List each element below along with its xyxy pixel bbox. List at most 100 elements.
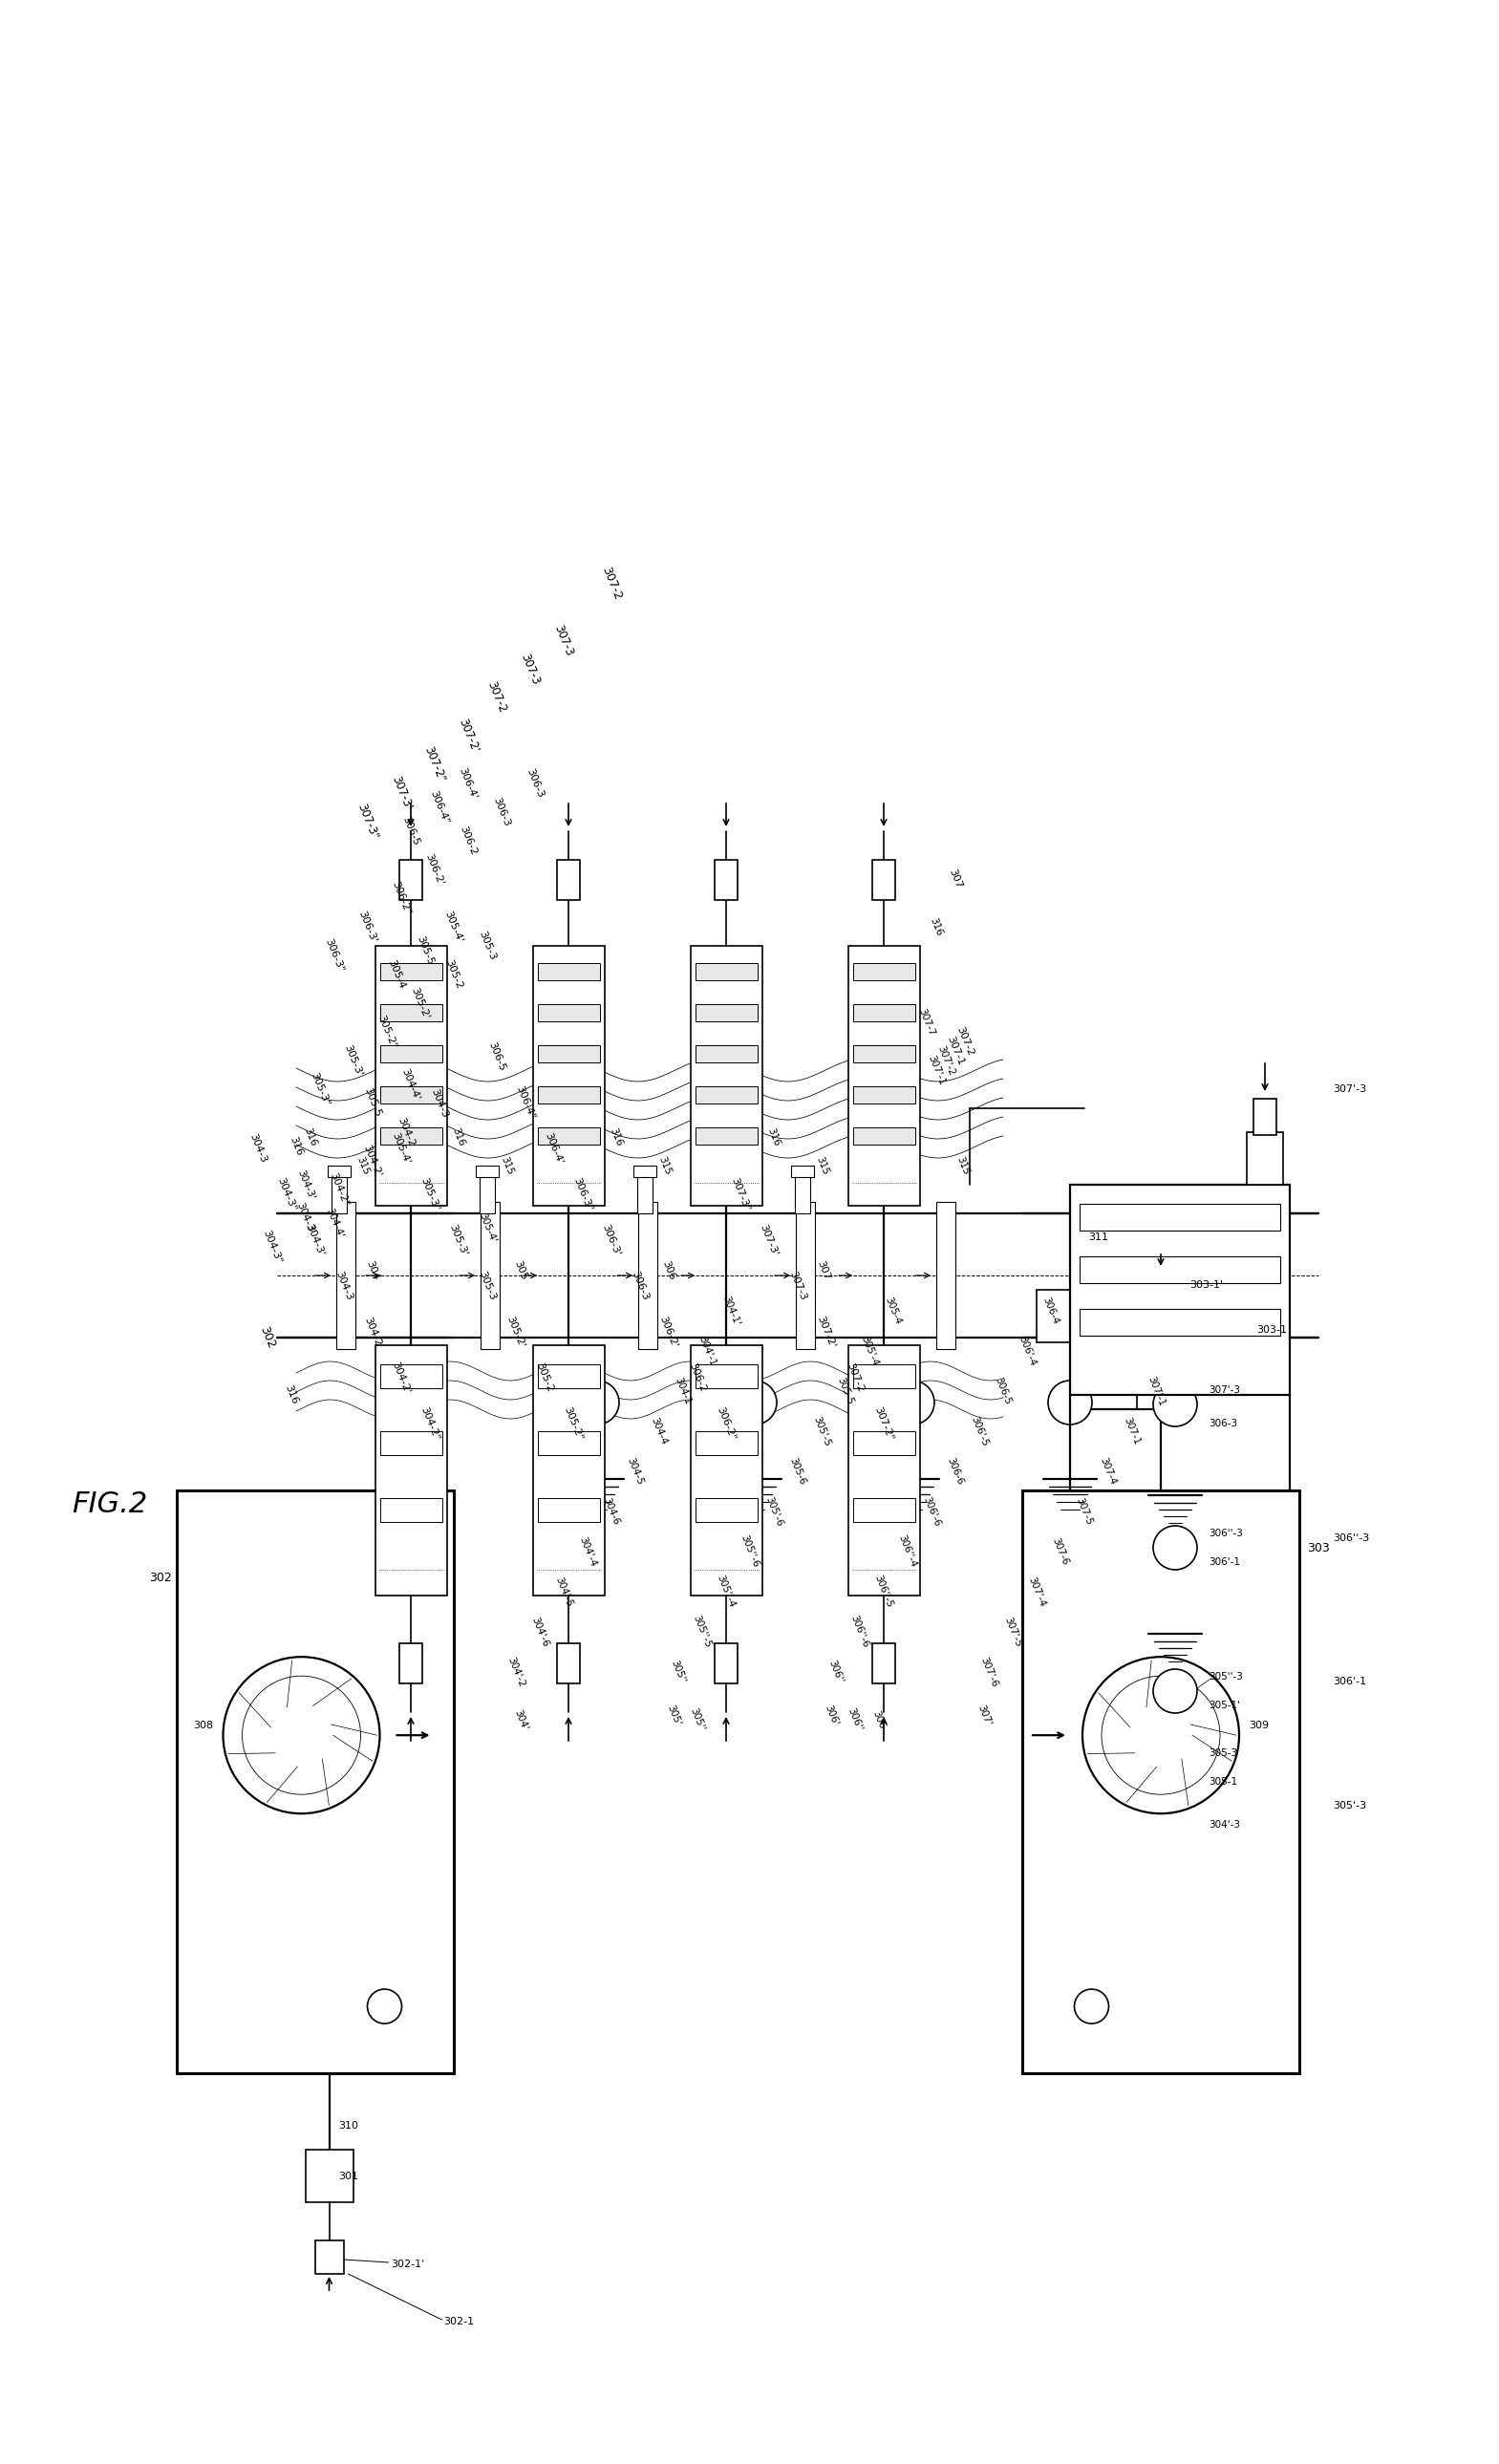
Text: 305-4': 305-4' [444, 909, 465, 944]
Text: 306-3: 306-3 [630, 1269, 651, 1301]
Text: 307'-3: 307'-3 [1333, 1084, 1367, 1094]
Text: 309: 309 [1249, 1720, 1268, 1730]
Text: 305-3": 305-3" [418, 1175, 441, 1212]
Bar [1136, 1358, 1184, 1409]
Text: 307-2": 307-2" [872, 1404, 895, 1441]
Bar [872, 1643, 895, 1683]
Bar [634, 1165, 657, 1178]
Text: 305-4': 305-4' [477, 1212, 498, 1244]
Text: 304-2: 304-2 [396, 1116, 417, 1148]
Text: 304'-1: 304'-1 [697, 1335, 718, 1368]
Text: 316: 316 [283, 1385, 300, 1407]
Text: 307': 307' [976, 1703, 992, 1727]
Text: 306-2': 306-2' [658, 1313, 679, 1350]
Text: 307-3: 307-3 [519, 650, 543, 685]
Text: 307-2": 307-2" [421, 744, 448, 784]
Text: 304-4': 304-4' [324, 1207, 345, 1239]
Circle shape [367, 1988, 402, 2023]
Circle shape [1153, 1525, 1198, 1570]
Text: 306-5: 306-5 [400, 816, 421, 848]
Text: 305-3': 305-3' [343, 1042, 364, 1077]
Bar [696, 1498, 757, 1523]
Bar [538, 1045, 600, 1062]
Text: 307-3": 307-3" [355, 801, 381, 840]
Bar [538, 1087, 600, 1104]
Bar [796, 1202, 815, 1348]
Text: 304-2': 304-2' [391, 1360, 412, 1395]
Text: 305-3: 305-3 [477, 1269, 498, 1301]
Text: 307-2: 307-2 [600, 564, 624, 601]
Text: 306'': 306'' [845, 1708, 863, 1732]
Text: 304'-4: 304'-4 [577, 1535, 598, 1567]
Bar [848, 1345, 919, 1597]
Bar [853, 1432, 914, 1456]
Circle shape [733, 1380, 776, 1424]
Text: 304-3": 304-3" [276, 1175, 298, 1212]
Text: 306-3': 306-3' [601, 1222, 622, 1257]
Bar [177, 1491, 454, 2072]
Text: 316: 316 [766, 1126, 782, 1148]
Text: 306'-1: 306'-1 [1333, 1676, 1366, 1685]
Text: 306'-4: 306'-4 [1016, 1335, 1037, 1368]
Text: 304'-3: 304'-3 [1208, 1821, 1240, 1831]
Text: 305-4: 305-4 [387, 958, 406, 991]
Circle shape [1153, 1382, 1198, 1427]
Text: 305'': 305'' [688, 1708, 706, 1732]
Text: 302: 302 [150, 1572, 172, 1584]
Bar [379, 1045, 442, 1062]
Bar [696, 963, 757, 981]
Text: 306: 306 [661, 1259, 678, 1281]
Bar [379, 1498, 442, 1523]
Text: 306-3: 306-3 [1208, 1419, 1237, 1429]
Bar [1079, 1205, 1280, 1230]
Text: 306-2": 306-2" [715, 1404, 738, 1441]
Bar [1253, 1099, 1276, 1136]
Bar [532, 1345, 604, 1597]
Bar [558, 860, 580, 899]
Text: 307-3: 307-3 [787, 1269, 808, 1301]
Bar [853, 1129, 914, 1146]
Circle shape [1115, 1690, 1207, 1781]
Bar [853, 1087, 914, 1104]
Text: 305'-4: 305'-4 [859, 1335, 880, 1368]
Bar [1079, 1308, 1280, 1335]
Text: 315: 315 [355, 1156, 372, 1175]
Text: 302: 302 [258, 1326, 277, 1350]
Bar [1070, 1185, 1289, 1395]
Bar [375, 946, 447, 1205]
Text: 306-4': 306-4' [543, 1131, 565, 1165]
Text: 306-3": 306-3" [324, 936, 345, 973]
Text: 304-1': 304-1' [721, 1294, 741, 1328]
Text: 304-3: 304-3 [247, 1133, 268, 1165]
Text: 304'-2: 304'-2 [505, 1656, 526, 1688]
Text: 304-2": 304-2" [418, 1404, 441, 1441]
Text: 306''-4: 306''-4 [896, 1535, 919, 1570]
Text: 306''-5: 306''-5 [872, 1574, 895, 1609]
Text: 306': 306' [823, 1703, 839, 1727]
Bar [853, 1365, 914, 1387]
Text: 302-1: 302-1 [444, 2316, 475, 2326]
Circle shape [223, 1656, 379, 1814]
Bar [696, 1129, 757, 1146]
Bar [379, 1365, 442, 1387]
Text: 307'-3: 307'-3 [1208, 1385, 1240, 1395]
Text: 305'-6: 305'-6 [763, 1496, 784, 1528]
Text: 305''-3: 305''-3 [1208, 1673, 1243, 1680]
Bar [715, 860, 738, 899]
Bar [853, 963, 914, 981]
Bar [475, 1165, 499, 1178]
Bar [639, 1202, 657, 1348]
Text: 307'-6: 307'-6 [979, 1656, 1000, 1688]
Text: 304-3: 304-3 [334, 1269, 354, 1301]
Bar [696, 1005, 757, 1023]
Text: 306'-5: 306'-5 [968, 1414, 989, 1449]
Bar [331, 1175, 346, 1212]
Text: 306''-3: 306''-3 [1208, 1528, 1243, 1538]
Bar [937, 1202, 955, 1348]
Text: 306-3: 306-3 [525, 766, 546, 798]
Bar [379, 1432, 442, 1456]
Bar [336, 1202, 355, 1348]
Bar [399, 1643, 423, 1683]
Text: 316: 316 [609, 1126, 624, 1148]
Circle shape [273, 1708, 330, 1764]
